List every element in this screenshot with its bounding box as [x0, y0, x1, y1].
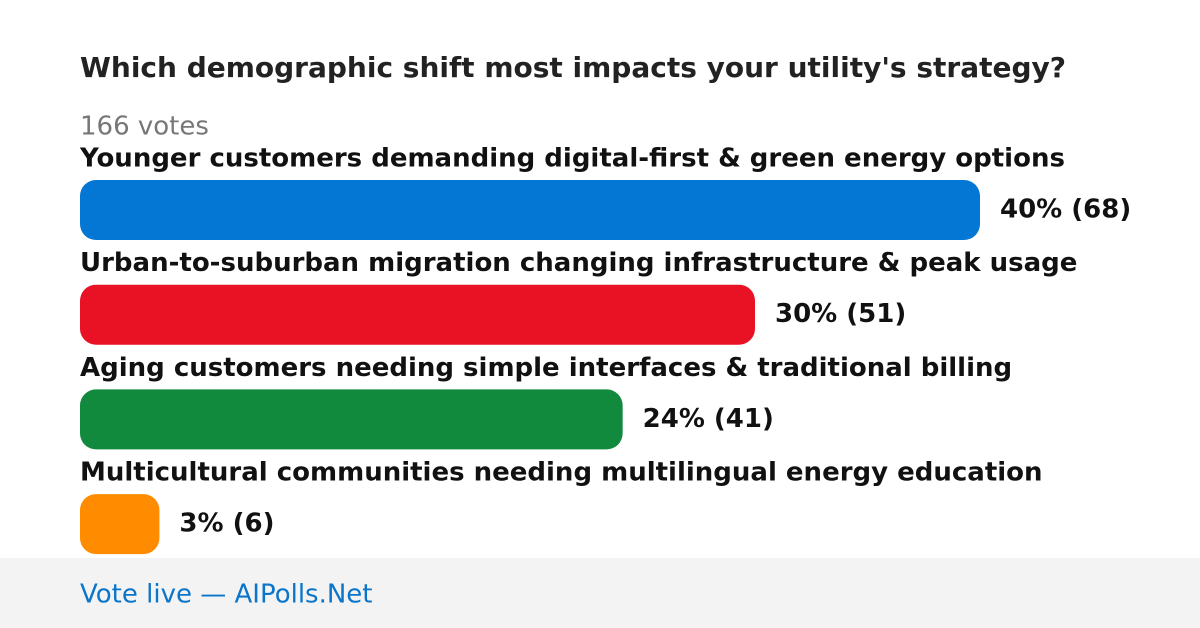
bar [80, 180, 980, 240]
option-label: Aging customers needing simple interface… [80, 353, 1012, 383]
value-label: 30% (51) [775, 299, 906, 329]
option-label: Younger customers demanding digital-firs… [79, 144, 1065, 174]
bar [80, 284, 755, 345]
value-label: 40% (68) [1000, 195, 1131, 225]
chart-title: Which demographic shift most impacts you… [80, 51, 1066, 84]
vote-count: 166 votes [80, 112, 209, 142]
bar [80, 389, 623, 450]
option-label: Urban-to-suburban migration changing inf… [80, 248, 1077, 278]
footer-link[interactable]: Vote live — AIPolls.Net [80, 580, 373, 610]
footer-bar [0, 558, 1200, 628]
value-label: 24% (41) [643, 404, 774, 434]
bar [80, 494, 160, 555]
option-label: Multicultural communities needing multil… [80, 458, 1043, 488]
value-label: 3% (6) [179, 509, 274, 539]
